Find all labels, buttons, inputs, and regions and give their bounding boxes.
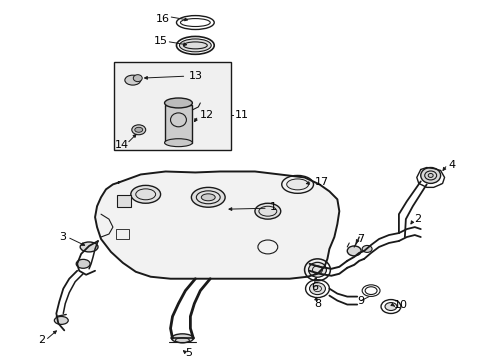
Ellipse shape	[133, 75, 142, 82]
Ellipse shape	[132, 125, 145, 135]
Ellipse shape	[124, 75, 141, 85]
Text: 11: 11	[235, 110, 248, 120]
Text: 5: 5	[185, 348, 192, 358]
Text: 6: 6	[311, 282, 318, 292]
Bar	[117, 195, 131, 207]
Ellipse shape	[286, 179, 308, 190]
Ellipse shape	[254, 203, 280, 219]
Text: 14: 14	[115, 140, 129, 150]
Text: 10: 10	[393, 300, 407, 310]
Ellipse shape	[135, 127, 142, 132]
Ellipse shape	[309, 283, 325, 294]
Ellipse shape	[179, 39, 211, 52]
Bar	[164, 105, 192, 143]
Text: 1: 1	[269, 202, 276, 212]
Ellipse shape	[420, 167, 440, 183]
Bar	[114, 62, 231, 150]
Text: 17: 17	[314, 177, 328, 188]
Text: 12: 12	[200, 110, 214, 120]
Text: 2: 2	[413, 214, 420, 224]
Polygon shape	[95, 171, 339, 279]
Text: 7: 7	[356, 234, 364, 244]
Ellipse shape	[346, 246, 361, 256]
Ellipse shape	[362, 246, 371, 252]
Ellipse shape	[54, 316, 68, 324]
Text: 9: 9	[356, 296, 364, 306]
Text: 3: 3	[59, 232, 66, 242]
Text: 2: 2	[39, 335, 45, 345]
Ellipse shape	[164, 98, 192, 108]
Ellipse shape	[201, 194, 215, 201]
Bar	[116, 229, 128, 239]
Text: 15: 15	[153, 36, 167, 46]
Text: 4: 4	[447, 159, 455, 170]
Text: 8: 8	[314, 298, 321, 309]
Ellipse shape	[164, 139, 192, 147]
Ellipse shape	[384, 302, 396, 310]
Ellipse shape	[171, 334, 193, 343]
Ellipse shape	[191, 187, 224, 207]
Ellipse shape	[308, 262, 326, 277]
Ellipse shape	[427, 174, 432, 177]
Text: 13: 13	[188, 71, 202, 81]
Text: 16: 16	[155, 14, 169, 23]
Ellipse shape	[76, 259, 90, 268]
Ellipse shape	[80, 242, 98, 252]
Ellipse shape	[131, 185, 160, 203]
